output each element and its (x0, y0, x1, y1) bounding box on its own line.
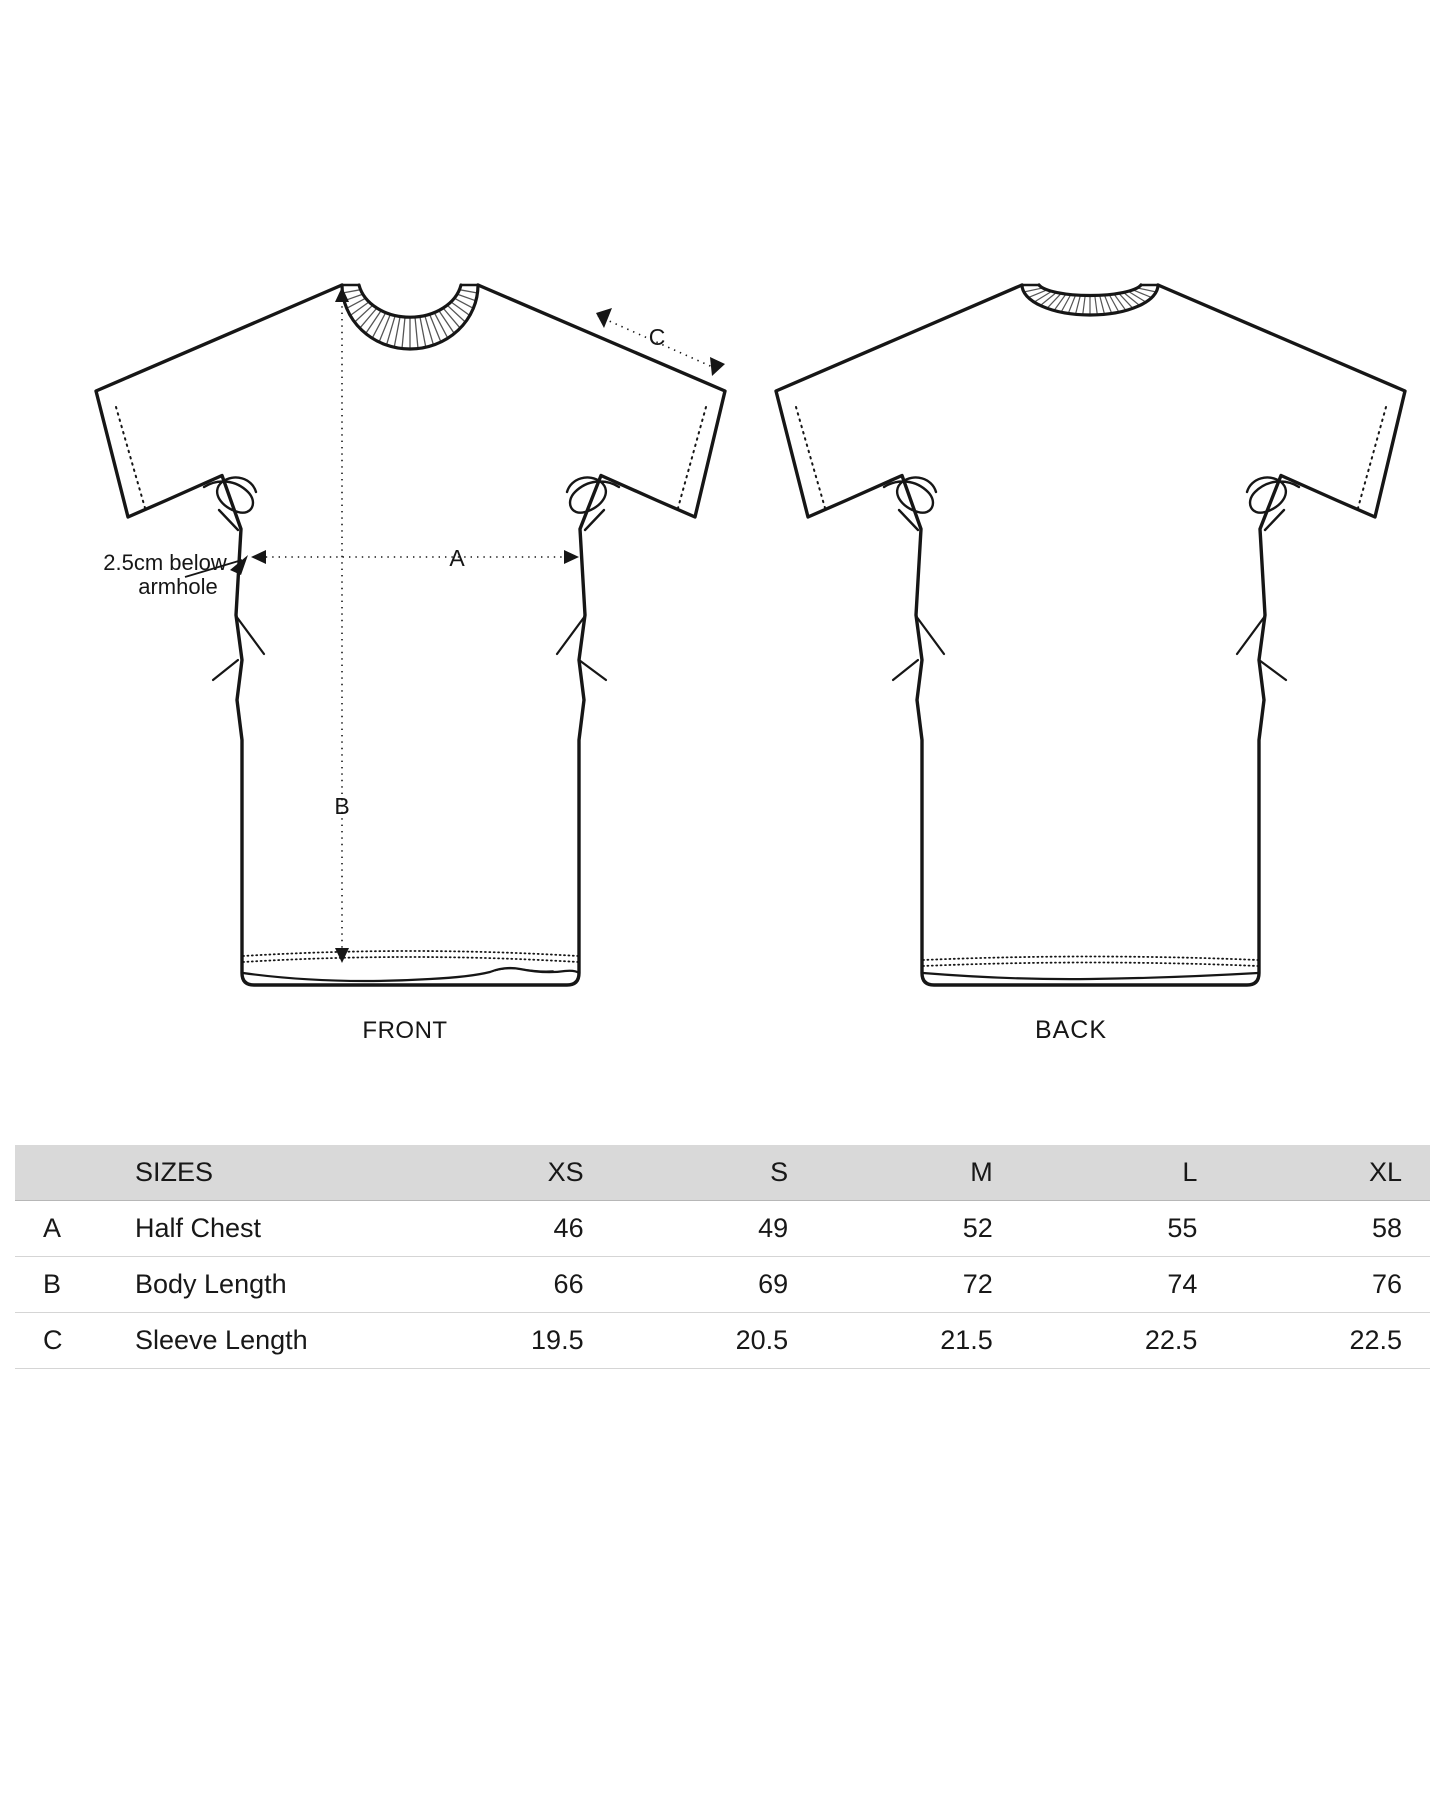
svg-text:FRONT: FRONT (362, 1017, 447, 1044)
svg-text:C: C (649, 324, 666, 350)
svg-text:A: A (449, 545, 465, 571)
svg-text:BACK: BACK (1035, 1016, 1107, 1044)
svg-text:B: B (334, 793, 349, 819)
svg-text:2.5cm below: 2.5cm below (103, 550, 227, 575)
svg-text:armhole: armhole (138, 574, 217, 599)
